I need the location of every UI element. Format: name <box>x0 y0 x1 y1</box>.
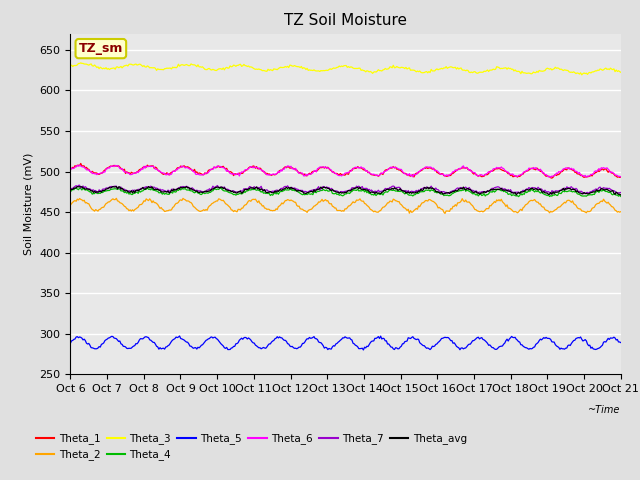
Title: TZ Soil Moisture: TZ Soil Moisture <box>284 13 407 28</box>
Legend: Theta_1, Theta_2, Theta_3, Theta_4, Theta_5, Theta_6, Theta_7, Theta_avg: Theta_1, Theta_2, Theta_3, Theta_4, Thet… <box>31 429 471 465</box>
Text: ~Time: ~Time <box>588 405 621 415</box>
Y-axis label: Soil Moisture (mV): Soil Moisture (mV) <box>24 153 34 255</box>
Text: TZ_sm: TZ_sm <box>79 42 123 55</box>
